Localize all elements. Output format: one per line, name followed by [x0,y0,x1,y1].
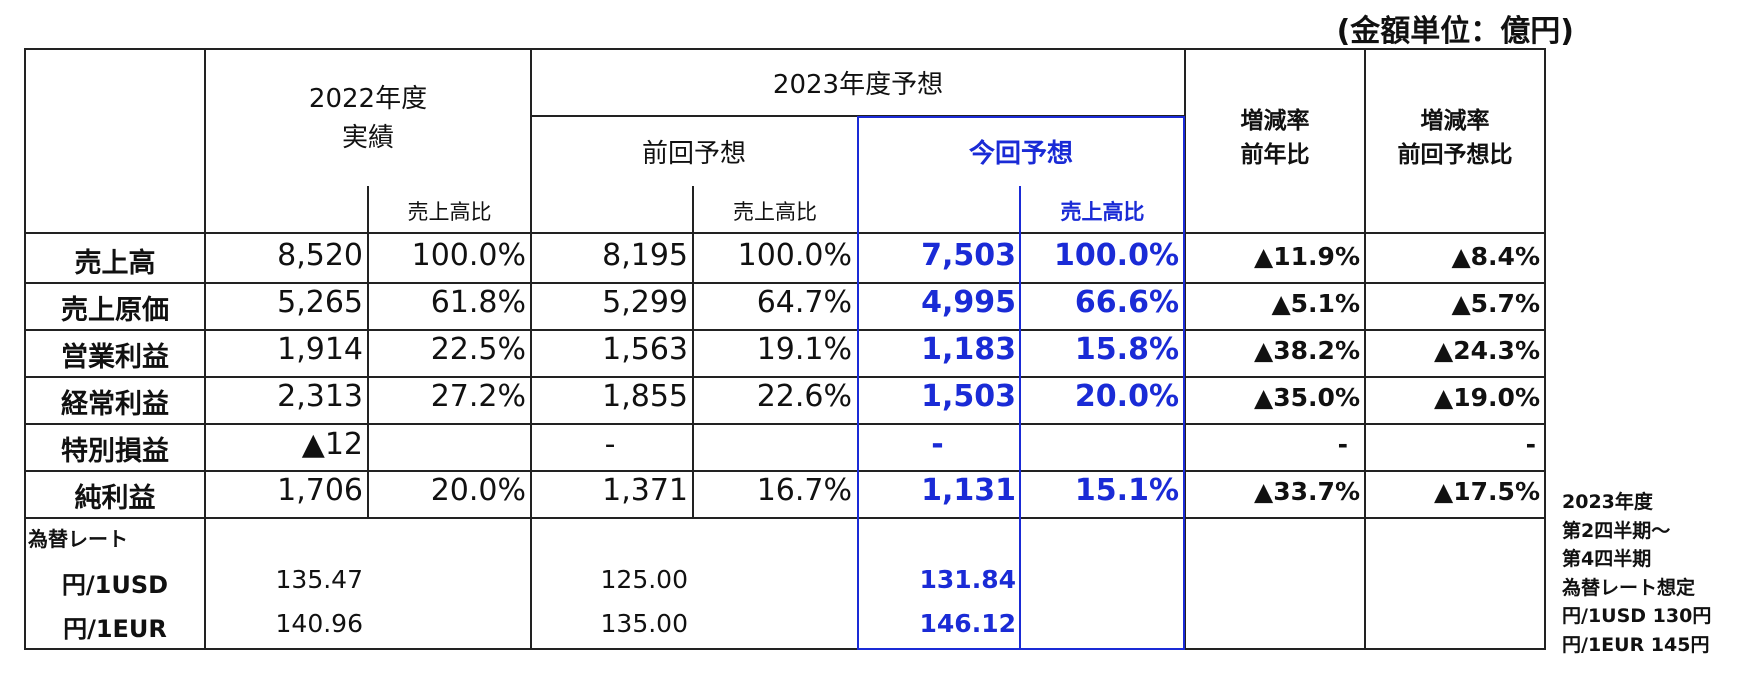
cell-prev-ratio: 16.7% [756,473,852,508]
cell-prev: 1,563 [602,332,688,367]
cell-vs-prev: - [1525,430,1536,459]
cell-vs-prev: ▲5.7% [1451,289,1540,318]
cell-prev-ratio: 22.6% [756,379,852,414]
cell-prev: - [604,427,616,462]
header-fy2022-line1: 2022年度 [308,84,428,114]
fx-eur-prev: 135.00 [600,609,688,638]
cell-fy2022-ratio: 27.2% [430,379,526,414]
fx-eur-curr: 146.12 [919,609,1016,638]
cell-fy2022: ▲12 [301,427,363,462]
cell-vs-prev: ▲8.4% [1451,242,1540,271]
cell-fy2022: 1,914 [277,332,363,367]
cell-prev: 5,299 [602,285,688,320]
cell-curr-ratio: 15.1% [1074,473,1179,508]
header-fy2022-line2: 実績 [341,123,394,153]
cell-curr-ratio: 15.8% [1074,332,1179,367]
cell-yoy: ▲35.0% [1254,383,1360,412]
header-yoy: 増減率 前年比 [1186,104,1364,172]
cell-curr: 1,183 [921,332,1016,367]
note-line: 第4四半期 [1562,548,1652,570]
header-ratio-prev: 売上高比 [733,200,817,224]
unit-note: (金額単位：億円) [1336,14,1574,49]
note-line: 為替レート想定 [1562,576,1696,599]
cell-curr-ratio: 100.0% [1054,238,1179,273]
cell-prev-ratio: 19.1% [756,332,852,367]
cell-fy2022-ratio: 22.5% [430,332,526,367]
header-ratio-2022: 売上高比 [407,200,492,224]
cell-curr-ratio: 20.0% [1074,379,1179,414]
cell-curr-ratio: 66.6% [1074,285,1179,320]
row-label: 特別損益 [61,436,169,467]
fx-usd-curr: 131.84 [919,565,1016,594]
cell-fy2022: 5,265 [277,285,363,320]
fx-eur-fy2022: 140.96 [275,609,363,638]
note-line: 円/1EUR 145円 [1562,633,1710,656]
row-label: 売上高 [74,248,156,279]
header-prev-forecast: 前回予想 [641,139,746,169]
row-label: 経常利益 [61,389,169,420]
header-yoy-line2: 前年比 [1240,142,1310,168]
header-ratio-curr: 売上高比 [1060,200,1145,224]
row-label: 営業利益 [61,342,169,373]
cell-yoy: ▲33.7% [1254,477,1360,506]
note-line: 円/1USD 130円 [1562,605,1712,627]
header-vs-prev-line2: 前回予想比 [1397,142,1513,168]
cell-fy2022: 2,313 [277,379,363,414]
cell-fy2022: 8,520 [277,238,363,273]
cell-curr: 1,503 [921,379,1016,414]
header-fy2022: 2022年度 実績 [206,78,530,154]
fx-title: 為替レート [28,527,128,551]
cell-yoy: ▲38.2% [1254,336,1360,365]
cell-fy2022-ratio: 100.0% [411,238,526,273]
cell-prev-ratio: 100.0% [737,238,852,273]
fx-usd-prev: 125.00 [600,565,688,594]
cell-yoy: ▲5.1% [1271,289,1360,318]
cell-vs-prev: ▲17.5% [1434,477,1540,506]
cell-fy2022: 1,706 [277,473,363,508]
cell-prev: 1,855 [602,379,688,414]
cell-curr: - [931,427,944,462]
cell-curr: 7,503 [921,238,1016,273]
note-line: 2023年度 [1562,491,1653,513]
fx-usd-fy2022: 135.47 [275,565,363,594]
cell-fy2022-ratio: 20.0% [430,473,526,508]
fx-assumption-note: 2023年度 第2四半期～ 第4四半期 為替レート想定 円/1USD 130円 … [1562,488,1711,659]
header-curr-forecast: 今回予想 [968,139,1073,169]
cell-yoy: ▲11.9% [1254,242,1360,271]
note-line: 第2四半期～ [1562,519,1671,542]
cell-prev-ratio: 64.7% [756,285,852,320]
cell-vs-prev: ▲24.3% [1434,336,1540,365]
fx-eur-label: 円/1EUR [63,615,167,643]
header-vs-prev-line1: 増減率 [1420,108,1490,134]
cell-vs-prev: ▲19.0% [1434,383,1540,412]
row-label: 売上原価 [61,295,169,326]
fx-usd-label: 円/1USD [61,571,169,599]
cell-fy2022-ratio: 61.8% [430,285,526,320]
cell-yoy: - [1337,430,1348,459]
row-label: 純利益 [74,483,156,514]
header-vs-prev: 増減率 前回予想比 [1366,104,1544,172]
cell-prev: 8,195 [602,238,688,273]
header-fy2023: 2023年度予想 [772,70,944,100]
cell-curr: 4,995 [921,285,1016,320]
cell-prev: 1,371 [602,473,688,508]
cell-curr: 1,131 [921,473,1016,508]
header-yoy-line1: 増減率 [1240,108,1310,134]
